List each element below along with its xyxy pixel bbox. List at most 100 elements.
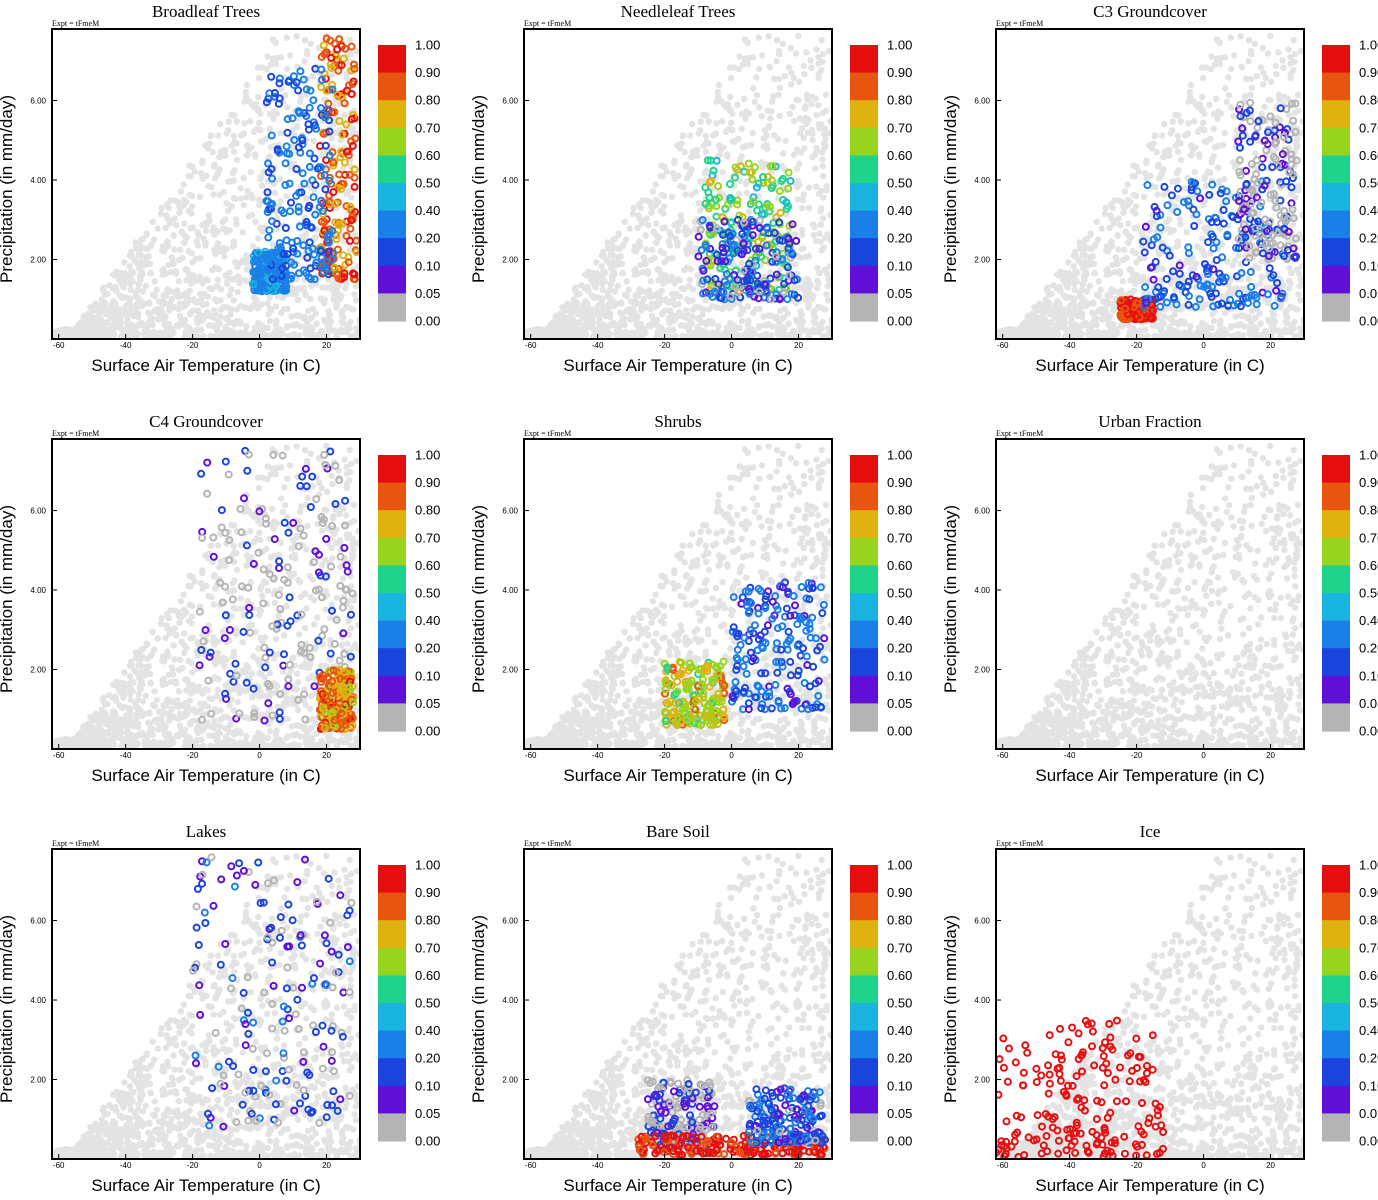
data-point	[304, 120, 313, 129]
background-point	[318, 327, 325, 334]
background-point	[1153, 149, 1160, 156]
data-point	[272, 269, 281, 278]
data-point	[758, 232, 767, 241]
data-point	[282, 236, 291, 245]
data-point	[699, 276, 708, 285]
background-point	[745, 317, 752, 324]
background-point	[168, 254, 175, 261]
background-point	[164, 324, 171, 331]
background-point	[348, 194, 355, 201]
background-point	[671, 159, 678, 166]
background-point	[652, 196, 660, 204]
background-point	[186, 311, 194, 318]
background-point	[289, 331, 296, 339]
background-point	[1295, 107, 1302, 115]
data-point	[745, 259, 754, 268]
background-point	[1159, 266, 1166, 273]
background-point	[272, 60, 279, 68]
background-point	[179, 303, 186, 311]
data-point	[324, 99, 333, 108]
background-point	[775, 91, 782, 99]
background-point	[1177, 118, 1185, 125]
background-point	[607, 281, 614, 288]
data-point	[283, 115, 292, 124]
data-point	[306, 86, 315, 95]
data-point	[783, 295, 792, 304]
scatter-points	[524, 32, 832, 339]
data-point	[745, 232, 753, 241]
x-tick-label: -60	[53, 341, 65, 350]
background-point	[786, 110, 793, 118]
background-point	[250, 128, 258, 135]
data-point	[749, 260, 757, 269]
data-point	[768, 257, 777, 266]
background-point	[308, 330, 315, 338]
background-point	[653, 201, 660, 208]
background-point	[99, 286, 107, 293]
data-point	[317, 65, 326, 74]
background-point	[692, 188, 699, 196]
background-point	[767, 63, 774, 71]
background-point	[247, 118, 254, 125]
background-point	[794, 183, 801, 191]
background-point	[1196, 218, 1203, 225]
data-point	[761, 280, 769, 289]
background-point	[560, 327, 567, 334]
background-point	[170, 261, 177, 268]
background-point	[650, 229, 658, 236]
background-point	[822, 306, 829, 313]
background-point	[171, 289, 178, 296]
background-point	[353, 325, 360, 332]
colorbar-label: 0.20	[415, 231, 440, 246]
background-point	[1122, 229, 1130, 236]
background-point	[135, 252, 142, 259]
scatter-points	[996, 32, 1304, 339]
background-point	[1260, 69, 1267, 77]
background-point	[159, 243, 167, 250]
background-point	[233, 118, 240, 125]
background-point	[176, 312, 184, 320]
background-point	[1129, 207, 1137, 215]
background-point	[643, 215, 650, 222]
data-point	[703, 156, 712, 165]
background-point	[1297, 48, 1304, 55]
background-point	[204, 311, 212, 318]
background-point	[1043, 324, 1051, 331]
background-point	[133, 305, 140, 312]
data-point	[298, 136, 307, 145]
background-point	[785, 64, 792, 71]
background-point	[686, 276, 694, 284]
background-point	[631, 297, 639, 305]
data-point	[298, 169, 307, 178]
background-point	[799, 204, 806, 212]
data-point	[694, 252, 703, 261]
data-point	[267, 204, 275, 213]
background-point	[805, 204, 813, 212]
background-point	[250, 243, 257, 250]
data-point	[714, 182, 722, 191]
background-point	[1221, 332, 1229, 339]
background-point	[649, 188, 656, 195]
background-point	[601, 278, 608, 285]
background-point	[1280, 64, 1287, 71]
background-point	[325, 324, 332, 331]
background-point	[209, 149, 216, 156]
data-point	[779, 287, 788, 296]
background-point	[151, 293, 159, 300]
background-point	[217, 297, 224, 304]
background-point	[296, 312, 304, 320]
background-point	[1177, 156, 1185, 164]
background-point	[87, 304, 94, 311]
background-point	[127, 249, 135, 257]
background-point	[802, 280, 809, 288]
data-point	[272, 281, 280, 290]
background-point	[810, 231, 817, 239]
background-point	[598, 263, 606, 270]
y-tick-label: 2.00	[502, 256, 518, 265]
background-point	[104, 320, 111, 327]
background-point	[803, 49, 810, 56]
background-point	[1086, 282, 1094, 290]
background-point	[1076, 331, 1083, 338]
background-point	[303, 195, 310, 202]
colorbar-label: 0.05	[415, 286, 440, 301]
